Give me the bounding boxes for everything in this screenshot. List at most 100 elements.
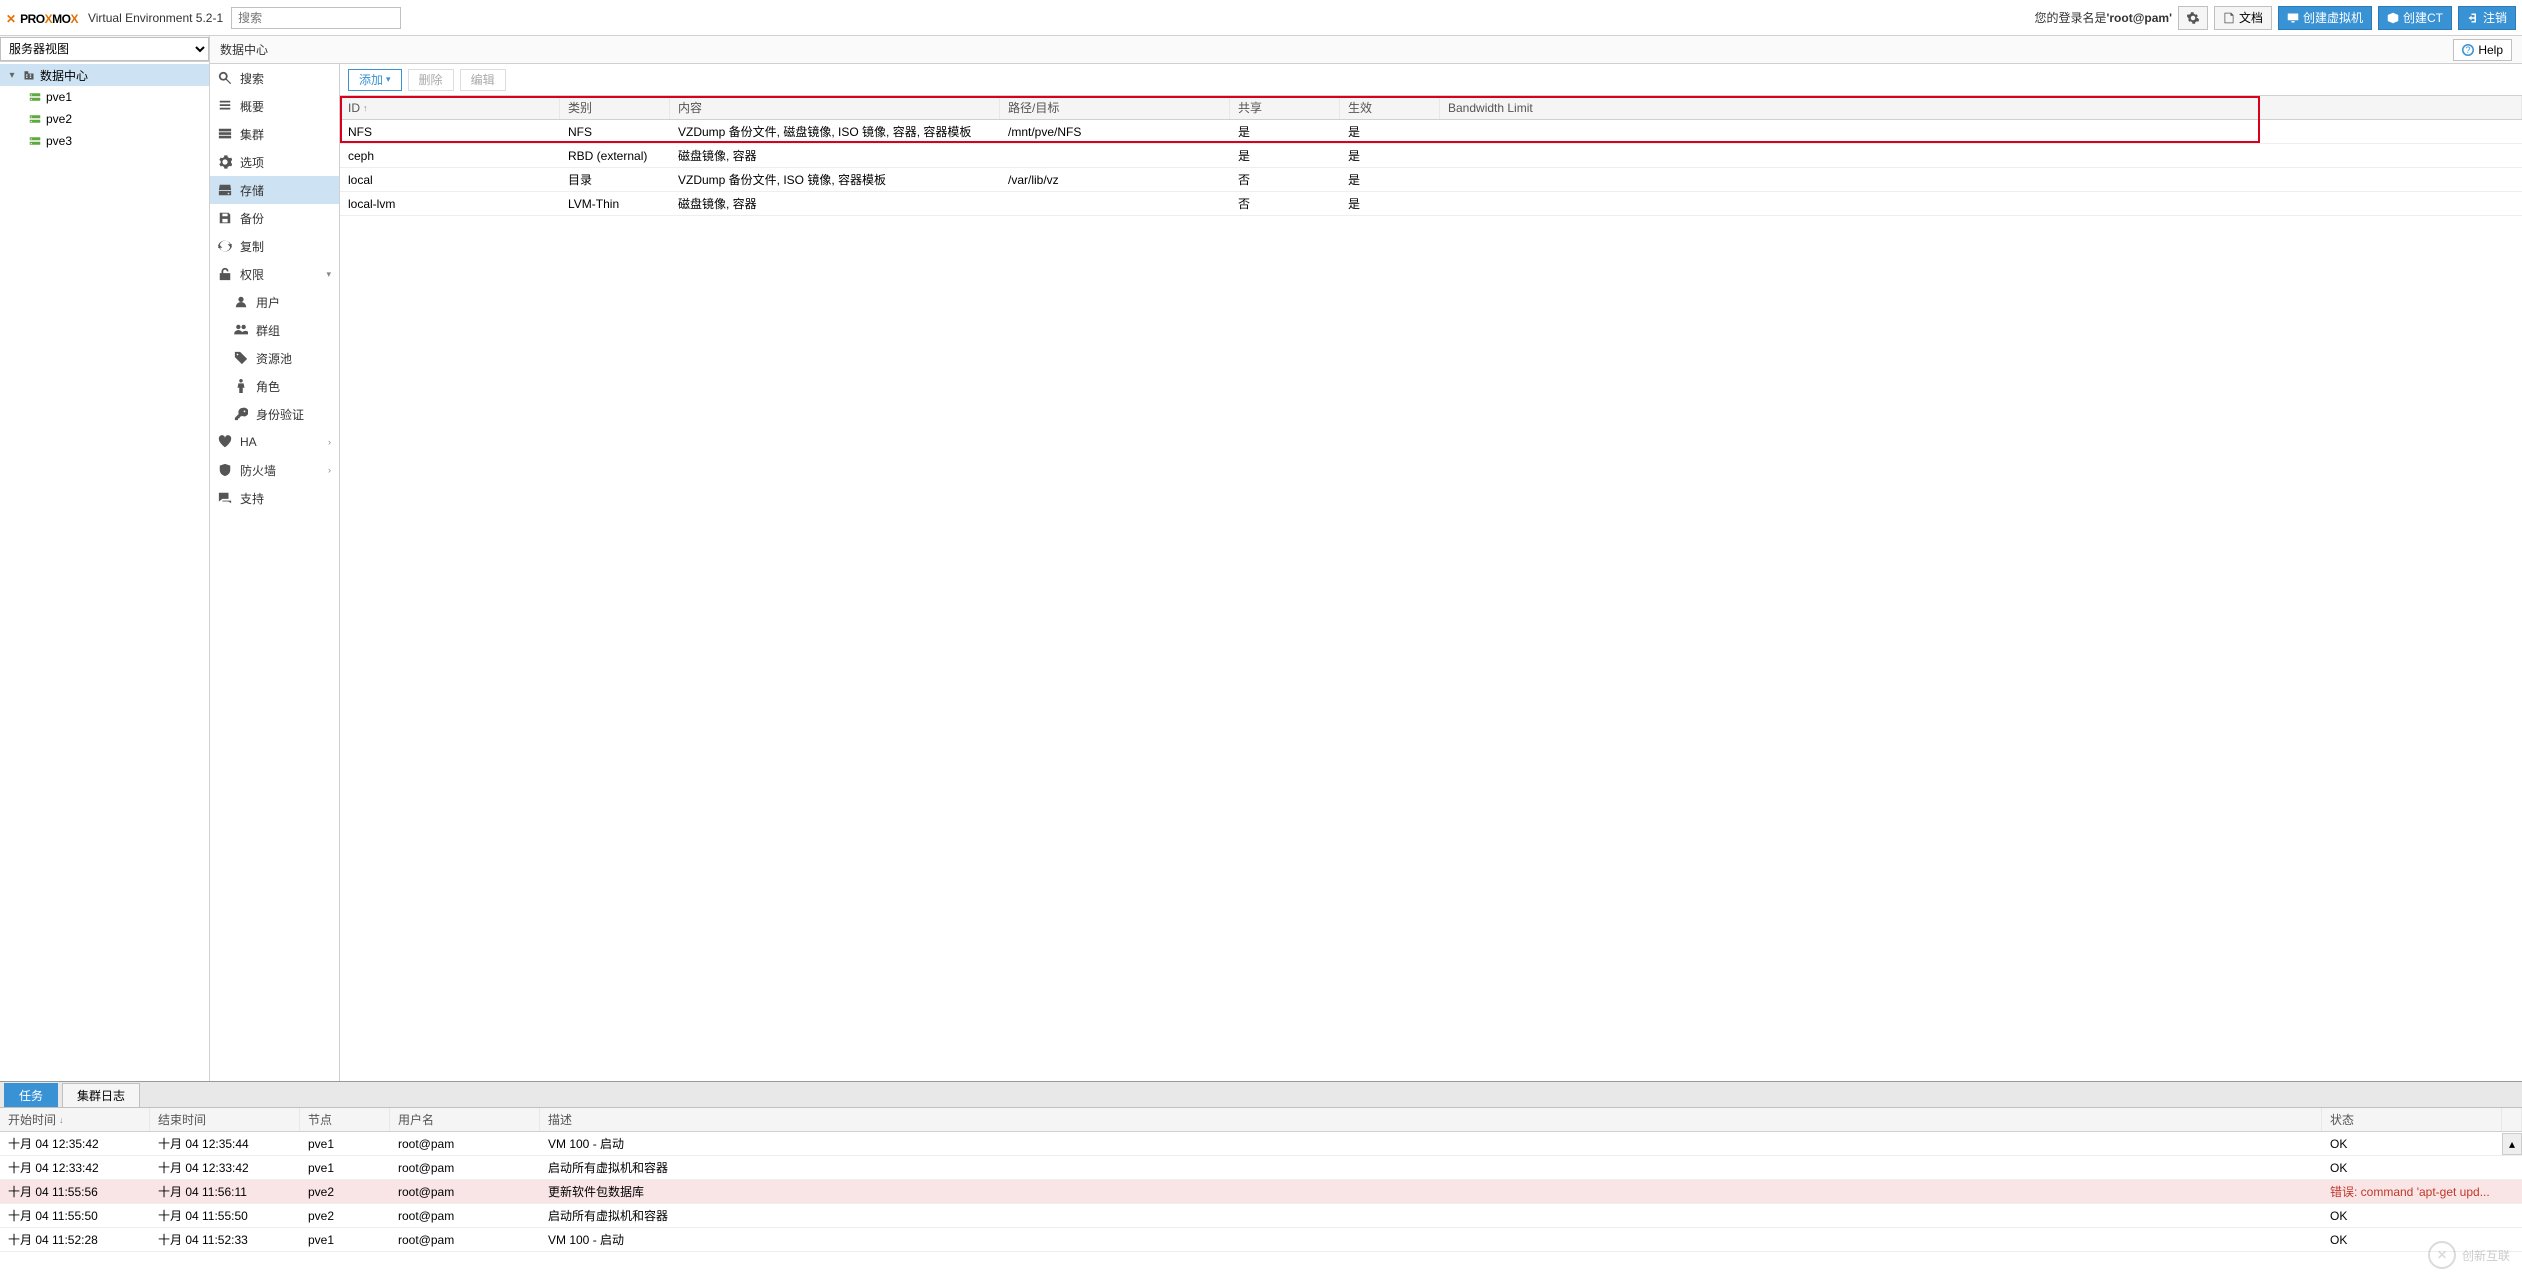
log-row[interactable]: 十月 04 11:52:28十月 04 11:52:33pve1root@pam… [0, 1228, 2522, 1252]
edit-button[interactable]: 编辑 [460, 69, 506, 91]
create-vm-button[interactable]: 创建虚拟机 [2278, 6, 2372, 30]
tab-cluster-log[interactable]: 集群日志 [62, 1083, 140, 1107]
log-row[interactable]: 十月 04 11:55:56十月 04 11:56:11pve2root@pam… [0, 1180, 2522, 1204]
conf-groups[interactable]: 群组 [210, 316, 339, 344]
heartbeat-icon [218, 435, 232, 449]
tree-node-label: pve2 [46, 112, 72, 126]
table-row[interactable]: cephRBD (external)磁盘镜像, 容器是是 [340, 144, 2522, 168]
cell-node: pve2 [300, 1185, 390, 1199]
logout-button[interactable]: 注销 [2458, 6, 2516, 30]
add-button[interactable]: 添加▾ [348, 69, 402, 91]
table-row[interactable]: local-lvmLVM-Thin磁盘镜像, 容器否是 [340, 192, 2522, 216]
logout-icon [2467, 12, 2479, 24]
col-start[interactable]: 开始时间↓ [0, 1108, 150, 1131]
cell-desc: 更新软件包数据库 [540, 1183, 2322, 1200]
breadcrumb-bar: 数据中心 ? Help [210, 36, 2522, 64]
conf-auth[interactable]: 身份验证 [210, 400, 339, 428]
cell-end: 十月 04 12:35:44 [150, 1135, 300, 1152]
chevron-right-icon: › [328, 465, 331, 475]
building-icon [22, 69, 36, 81]
cell-node: pve2 [300, 1209, 390, 1223]
user-icon [234, 295, 248, 309]
conf-replication[interactable]: 复制 [210, 232, 339, 260]
col-status[interactable]: 状态 [2322, 1108, 2502, 1131]
cell-shared: 否 [1230, 171, 1340, 188]
col-end[interactable]: 结束时间 [150, 1108, 300, 1131]
log-table-header: 开始时间↓ 结束时间 节点 用户名 描述 状态 [0, 1108, 2522, 1132]
server-icon [28, 91, 42, 103]
tree-node-label: 数据中心 [40, 67, 88, 84]
scroll-up-button[interactable]: ▴ [2502, 1133, 2522, 1155]
create-ct-button[interactable]: 创建CT [2378, 6, 2452, 30]
help-button[interactable]: ? Help [2453, 39, 2512, 61]
svg-text:?: ? [2466, 45, 2471, 55]
log-row[interactable]: 十月 04 12:33:42十月 04 12:33:42pve1root@pam… [0, 1156, 2522, 1180]
resource-tree-panel: 服务器视图 ▾ 数据中心 pve1 pve2 pve3 [0, 36, 210, 1081]
log-row[interactable]: 十月 04 12:35:42十月 04 12:35:44pve1root@pam… [0, 1132, 2522, 1156]
sync-icon [218, 239, 232, 253]
col-shared[interactable]: 共享 [1230, 96, 1340, 119]
login-info: 您的登录名是'root@pam' [2035, 9, 2172, 26]
cell-end: 十月 04 11:56:11 [150, 1183, 300, 1200]
cell-content: 磁盘镜像, 容器 [670, 195, 1000, 212]
col-node[interactable]: 节点 [300, 1108, 390, 1131]
tab-tasks[interactable]: 任务 [4, 1083, 58, 1107]
conf-pools[interactable]: 资源池 [210, 344, 339, 372]
screen-icon [2287, 12, 2299, 24]
cell-start: 十月 04 12:35:42 [0, 1135, 150, 1152]
col-bw[interactable]: Bandwidth Limit [1440, 96, 2522, 119]
cell-start: 十月 04 11:52:28 [0, 1231, 150, 1248]
tree-node-pve3[interactable]: pve3 [0, 130, 209, 152]
log-tabs: 任务 集群日志 [0, 1082, 2522, 1108]
conf-backup[interactable]: 备份 [210, 204, 339, 232]
conf-firewall[interactable]: 防火墙› [210, 456, 339, 484]
cell-start: 十月 04 12:33:42 [0, 1159, 150, 1176]
gear-icon [218, 155, 232, 169]
tree-node-pve1[interactable]: pve1 [0, 86, 209, 108]
storage-table: ID↑ 类别 内容 路径/目标 共享 生效 Bandwidth Limit NF… [340, 96, 2522, 1081]
conf-search[interactable]: 搜索 [210, 64, 339, 92]
conf-summary[interactable]: 概要 [210, 92, 339, 120]
conf-users[interactable]: 用户 [210, 288, 339, 316]
cell-id: NFS [340, 125, 560, 139]
col-path[interactable]: 路径/目标 [1000, 96, 1230, 119]
conf-storage[interactable]: 存储 [210, 176, 339, 204]
view-select-dropdown[interactable]: 服务器视图 [0, 37, 209, 61]
cell-desc: 启动所有虚拟机和容器 [540, 1207, 2322, 1224]
cell-type: RBD (external) [560, 149, 670, 163]
cell-content: 磁盘镜像, 容器 [670, 147, 1000, 164]
cell-id: local-lvm [340, 197, 560, 211]
conf-cluster[interactable]: 集群 [210, 120, 339, 148]
conf-options[interactable]: 选项 [210, 148, 339, 176]
cell-node: pve1 [300, 1137, 390, 1151]
col-content[interactable]: 内容 [670, 96, 1000, 119]
cell-id: local [340, 173, 560, 187]
log-row[interactable]: 十月 04 11:55:50十月 04 11:55:50pve2root@pam… [0, 1204, 2522, 1228]
cell-desc: VM 100 - 启动 [540, 1231, 2322, 1248]
conf-roles[interactable]: 角色 [210, 372, 339, 400]
cell-shared: 否 [1230, 195, 1340, 212]
tree-node-datacenter[interactable]: ▾ 数据中心 [0, 64, 209, 86]
conf-permissions[interactable]: 权限▾ [210, 260, 339, 288]
col-desc[interactable]: 描述 [540, 1108, 2322, 1131]
global-search-input[interactable] [231, 7, 401, 29]
help-label: Help [2478, 43, 2503, 57]
shield-icon [218, 463, 232, 477]
table-row[interactable]: local目录VZDump 备份文件, ISO 镜像, 容器模板/var/lib… [340, 168, 2522, 192]
remove-button[interactable]: 删除 [408, 69, 454, 91]
conf-support[interactable]: 支持 [210, 484, 339, 512]
collapse-icon[interactable]: ▾ [6, 69, 18, 81]
table-row[interactable]: NFSNFSVZDump 备份文件, 磁盘镜像, ISO 镜像, 容器, 容器模… [340, 120, 2522, 144]
col-user[interactable]: 用户名 [390, 1108, 540, 1131]
cell-enabled: 是 [1340, 147, 1440, 164]
view-selector[interactable]: 服务器视图 [0, 36, 209, 62]
documentation-button[interactable]: 文档 [2214, 6, 2272, 30]
col-id[interactable]: ID↑ [340, 96, 560, 119]
conf-ha[interactable]: HA› [210, 428, 339, 456]
col-type[interactable]: 类别 [560, 96, 670, 119]
create-ct-label: 创建CT [2403, 9, 2443, 26]
tree-node-pve2[interactable]: pve2 [0, 108, 209, 130]
my-settings-button[interactable] [2178, 6, 2208, 30]
col-enabled[interactable]: 生效 [1340, 96, 1440, 119]
servers-icon [218, 127, 232, 141]
